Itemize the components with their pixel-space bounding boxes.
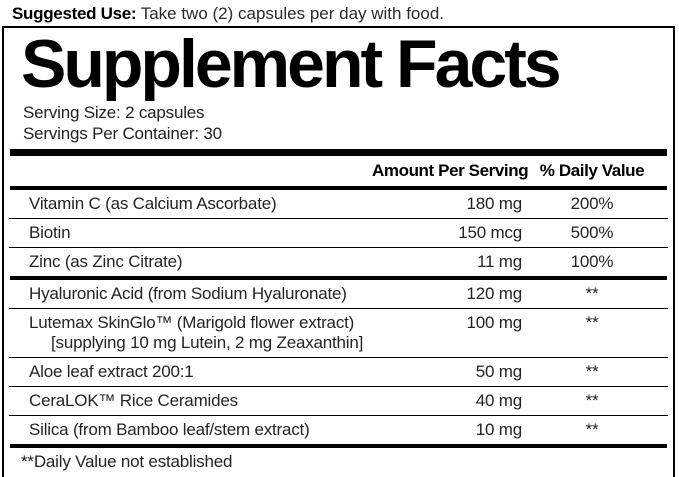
amount-cell: 100 mg <box>466 313 522 332</box>
footnote: **Daily Value not established <box>21 452 233 471</box>
supplement-facts-panel: Supplement Facts Serving Size: 2 capsule… <box>2 26 675 477</box>
amount-cell: 150 mcg <box>458 223 522 242</box>
ingredient-name: Aloe leaf extract 200:1 <box>29 362 194 381</box>
dv-cell: 200% <box>570 194 614 213</box>
ingredient-name: Biotin <box>29 223 71 242</box>
table-row: Hyaluronic Acid (from Sodium Hyaluronate… <box>9 280 668 308</box>
dv-cell: ** <box>585 391 599 410</box>
ingredient-name: Vitamin C (as Calcium Ascorbate) <box>29 194 277 213</box>
dv-cell: 100% <box>570 252 614 271</box>
divider-medium <box>10 444 667 448</box>
divider-medium <box>10 186 667 190</box>
suggested-use-text: Take two (2) capsules per day with food. <box>136 4 445 23</box>
ingredient-name: Hyaluronic Acid (from Sodium Hyaluronate… <box>29 284 347 303</box>
ingredient-name: Silica (from Bamboo leaf/stem extract) <box>29 420 310 439</box>
serving-size: Serving Size: 2 capsules <box>23 103 205 122</box>
amount-cell: 10 mg <box>475 420 522 439</box>
dv-cell: ** <box>585 420 599 439</box>
suggested-use: Suggested Use: Take two (2) capsules per… <box>0 0 679 24</box>
table-row: Vitamin C (as Calcium Ascorbate) 180 mg … <box>9 190 668 218</box>
ingredient-name-main: Lutemax SkinGlo™ (Marigold flower extrac… <box>29 313 355 332</box>
table-row: Zinc (as Zinc Citrate) 11 mg 100% <box>9 247 668 276</box>
dv-cell: ** <box>585 362 599 381</box>
dv-cell: ** <box>585 313 599 332</box>
amount-cell: 120 mg <box>466 284 522 303</box>
dv-cell: 500% <box>570 223 614 242</box>
table-row: CeraLOK™ Rice Ceramides 40 mg ** <box>9 386 668 415</box>
column-header-amount: Amount Per Serving <box>372 161 529 180</box>
suggested-use-label: Suggested Use: <box>12 4 137 23</box>
amount-cell: 50 mg <box>475 362 522 381</box>
table-row: Lutemax SkinGlo™ (Marigold flower extrac… <box>9 308 668 357</box>
table-row: Aloe leaf extract 200:1 50 mg ** <box>9 357 668 386</box>
ingredient-name: Lutemax SkinGlo™ (Marigold flower extrac… <box>29 313 372 353</box>
dv-cell: ** <box>585 284 599 303</box>
panel-title: Supplement Facts <box>21 26 562 102</box>
servings-per-container: Servings Per Container: 30 <box>23 124 222 143</box>
amount-cell: 11 mg <box>477 252 522 271</box>
table-header-row: Amount Per Serving % Daily Value <box>9 156 668 186</box>
divider-thick <box>10 149 667 156</box>
table-row: Biotin 150 mcg 500% <box>9 218 668 247</box>
ingredient-name: Zinc (as Zinc Citrate) <box>29 252 183 271</box>
amount-cell: 180 mg <box>466 194 522 213</box>
amount-cell: 40 mg <box>475 391 522 410</box>
table-row: Silica (from Bamboo leaf/stem extract) 1… <box>9 415 668 444</box>
divider-medium <box>10 276 667 280</box>
ingredient-sub: [supplying 10 mg Lutein, 2 mg Zeaxanthin… <box>51 333 364 352</box>
column-header-dv: % Daily Value <box>539 161 645 180</box>
ingredient-name: CeraLOK™ Rice Ceramides <box>29 391 238 410</box>
